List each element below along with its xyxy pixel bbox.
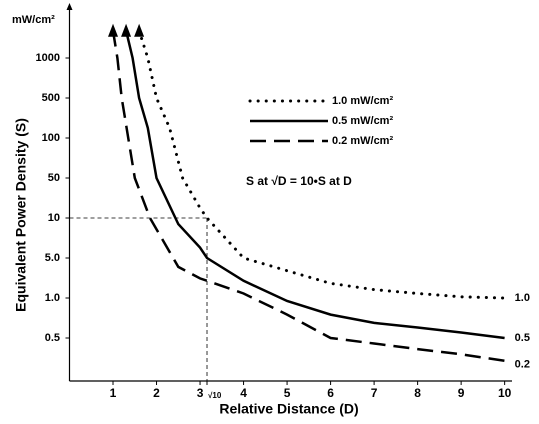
y-tick-label: 1000	[36, 52, 60, 64]
curve-arrowhead	[108, 23, 119, 37]
legend-label: 0.5 mW/cm²	[332, 115, 393, 127]
x-tick-label: 5	[284, 386, 291, 400]
x-tick-label: 8	[414, 386, 421, 400]
x-tick-label: 9	[458, 386, 465, 400]
x-tick-label: 6	[327, 386, 334, 400]
y-tick-label: 50	[48, 172, 60, 184]
y-tick-label: 500	[42, 92, 60, 104]
y-tick-label: 100	[42, 132, 60, 144]
series-line	[124, 30, 505, 340]
end-label: 0.2	[515, 359, 530, 371]
x-tick-label: 1	[110, 386, 117, 400]
curve-arrowhead	[121, 23, 132, 37]
x-tick-label: √10	[208, 391, 222, 400]
x-tick-label: 4	[240, 386, 247, 400]
legend-label: 1.0 mW/cm²	[332, 95, 393, 107]
x-tick-label: 7	[371, 386, 378, 400]
y-tick-label: 5.0	[45, 252, 60, 264]
y-tick-label: 10	[48, 212, 60, 224]
x-tick-label: 3	[197, 386, 204, 400]
series-line	[137, 29, 507, 300]
y-unit: mW/cm²	[12, 14, 55, 26]
x-axis-label: Relative Distance (D)	[219, 401, 358, 417]
legend-label: 0.2 mW/cm²	[332, 135, 393, 147]
curve-arrowhead	[134, 23, 145, 37]
end-label: 1.0	[515, 292, 530, 304]
y-tick-label: 1.0	[45, 292, 60, 304]
x-tick-label: 2	[153, 386, 160, 400]
x-tick-label: 10	[498, 386, 512, 400]
y-axis-label: Equivalent Power Density (S)	[13, 118, 29, 312]
axis-arrow	[66, 3, 73, 10]
end-label: 0.5	[515, 332, 530, 344]
annotation: S at √D = 10•S at D	[246, 174, 352, 188]
y-tick-label: 0.5	[45, 332, 60, 344]
series-line	[111, 30, 505, 363]
